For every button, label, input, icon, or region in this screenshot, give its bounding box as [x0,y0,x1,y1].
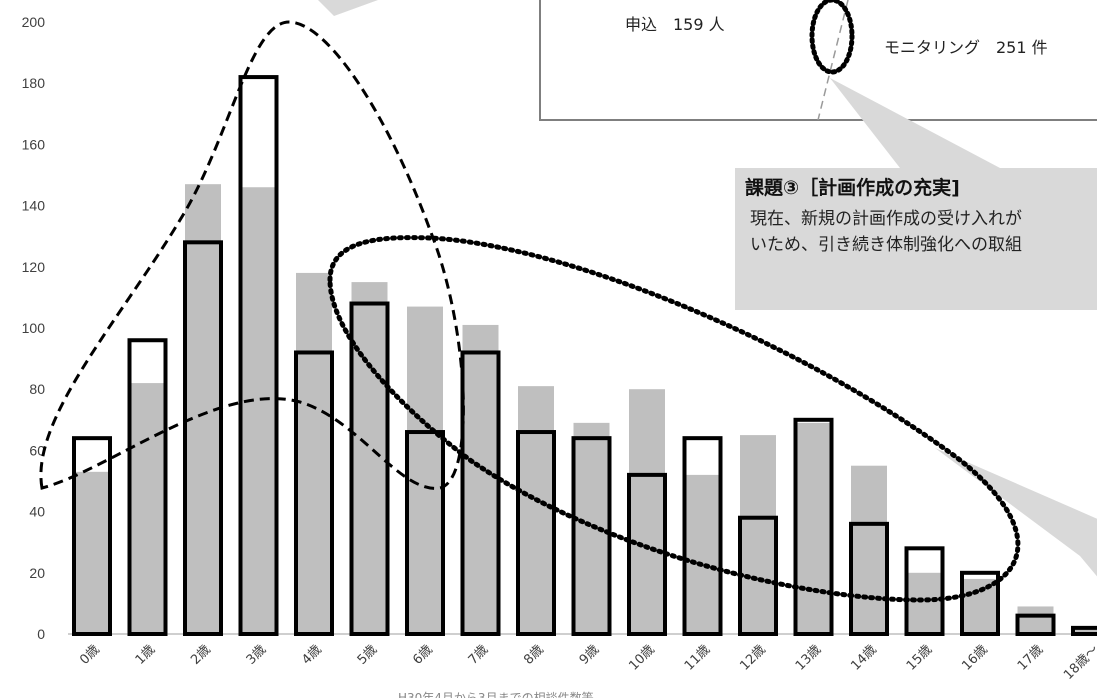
x-tick-label: 12歳 [737,642,768,673]
y-tick-label: 140 [22,198,46,214]
dotted-ellipse-small [809,0,855,75]
gray-bar [851,465,887,634]
outline-bar [793,417,834,636]
y-tick-label: 100 [22,320,46,336]
callout-title: 課題③［計画作成の充実] [745,176,960,199]
x-tick-label: 13歳 [793,642,824,673]
top-pointer-shape [318,0,378,16]
outline-bar [571,436,612,636]
bottom-right-pointer-shape [935,448,1097,577]
y-axis: 0 20 40 60 80 100 120 140 160 180 200 [22,14,46,642]
info-box-monitoring: モニタリング 251 件 [884,38,1048,57]
outline-bar [405,430,445,637]
x-tick-label: 0歳 [77,642,103,668]
gray-bar [296,272,332,634]
gray-bar [629,389,665,634]
gray-bar [740,435,776,634]
x-tick-label: 17歳 [1015,642,1046,673]
x-tick-label: 16歳 [959,642,990,673]
outline-bar [72,436,112,636]
x-tick-label: 5歳 [355,642,381,668]
outline-bar [516,430,556,637]
outline-bar [349,301,390,636]
x-axis-labels: 0歳 1歳 2歳 3歳 4歳 5歳 6歳 7歳 8歳 9歳 10歳 11歳 12歳 13歳 14歳 15歳 16… [77,642,1097,683]
callout-line-1: 現在、新規の計画作成の受け入れが [750,209,1022,229]
x-tick-label: 3歳 [244,642,270,668]
outline-bar [294,350,334,636]
outline-bar [904,546,945,637]
x-tick-label: 18歳～ [1061,642,1097,683]
dashed-ellipse-left [39,20,465,490]
y-tick-label: 120 [22,259,46,275]
x-tick-label: 15歳 [904,642,935,673]
x-tick-label: 1歳 [133,642,159,668]
outline-bar [127,338,168,636]
y-tick-label: 180 [22,75,46,91]
gray-bar [351,282,388,634]
gray-bar [684,474,721,634]
callout: 課題③［計画作成の充実] 現在、新規の計画作成の受け入れが いため、引き続き体制… [735,78,1097,310]
y-tick-label: 20 [29,565,45,581]
gray-bar [573,422,610,634]
gray-bar [962,578,998,634]
outline-bar [682,436,723,636]
callout-line-2: いため、引き続き体制強化への取組 [750,235,1022,255]
gray-bar [1017,606,1054,634]
outline-bar [238,75,279,636]
gray-bar [129,383,166,634]
x-tick-label: 8歳 [521,642,547,668]
gray-bar [795,422,832,634]
outline-bar [849,521,889,637]
x-tick-label: 10歳 [626,642,657,673]
y-tick-label: 160 [22,136,46,152]
outline-bar [460,350,501,636]
footnote: H30年4月から3月までの相談件数等 [398,690,594,698]
gray-bar [240,187,277,635]
gray-bar [906,572,943,634]
callout-shape [735,78,1097,310]
gray-bar [518,386,554,634]
dotted-ellipse-right [327,235,1021,603]
x-tick-label: 14歳 [848,642,879,673]
x-tick-label: 4歳 [299,642,325,668]
y-tick-label: 60 [29,442,45,458]
info-box: 申込 159 人 モニタリング 251 件 [539,0,1097,121]
y-tick-label: 200 [22,14,46,30]
outline-bar [1015,613,1056,637]
gray-bar [407,306,443,634]
x-tick-label: 7歳 [466,642,492,668]
info-box-application: 申込 159 人 [625,15,725,34]
gray-bars [74,184,1097,635]
gray-bar [74,471,110,634]
outline-bar [183,240,223,636]
x-tick-label: 6歳 [410,642,436,668]
x-tick-label: 9歳 [577,642,603,668]
x-tick-label: 11歳 [682,642,713,673]
outline-bar [1071,625,1097,637]
y-tick-label: 0 [37,626,45,642]
y-tick-label: 80 [29,381,45,397]
y-tick-label: 40 [29,504,45,520]
outline-bar [960,570,1000,636]
gray-bar [462,324,499,634]
gray-bar [1073,627,1097,634]
info-box-dashed-divider [817,0,849,121]
x-tick-label: 2歳 [188,642,214,668]
